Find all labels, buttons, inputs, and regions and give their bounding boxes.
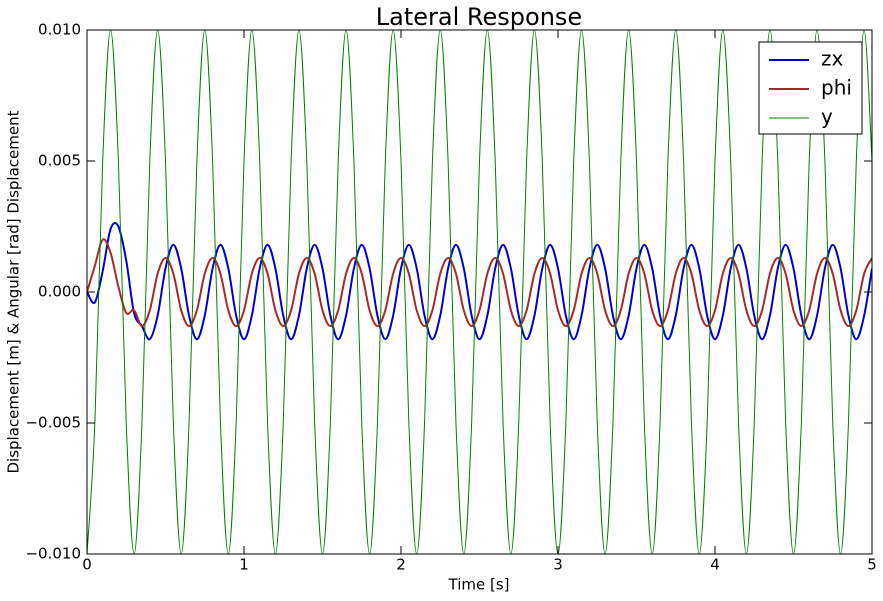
y-tick-label: 0.005 (38, 152, 81, 170)
series-line (87, 238, 872, 328)
y-tick-label: 0.010 (38, 21, 81, 39)
chart-title: Lateral Response (376, 3, 582, 31)
y-tick-label: 0.000 (38, 283, 81, 301)
legend-label: phi (821, 76, 852, 100)
y-tick-label: −0.005 (25, 414, 81, 432)
series-line (87, 222, 872, 341)
x-tick-label: 3 (553, 556, 563, 574)
plot-frame (86, 29, 873, 555)
y-axis-label: Displacement [m] & Angular [rad] Displac… (5, 110, 23, 473)
x-tick-label: 1 (239, 556, 249, 574)
legend-label: y (821, 105, 833, 129)
y-tick-label: −0.010 (25, 545, 81, 563)
x-axis-label: Time [s] (448, 576, 510, 594)
legend-label: zx (821, 47, 843, 71)
x-tick-label: 4 (710, 556, 720, 574)
plot-lines (87, 30, 872, 554)
series-line (87, 30, 872, 554)
x-tick-label: 2 (396, 556, 406, 574)
x-tick-label: 5 (867, 556, 877, 574)
x-tick-label: 0 (82, 556, 92, 574)
